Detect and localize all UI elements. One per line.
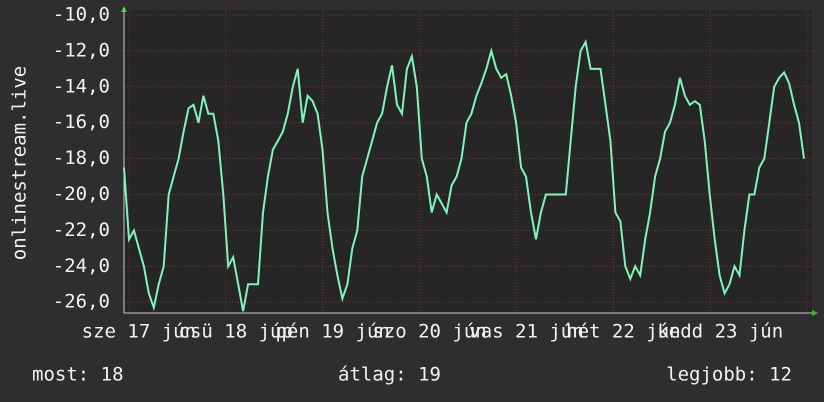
y-tick-label: -24,0 — [53, 255, 110, 277]
y-tick-label: -26,0 — [53, 291, 110, 313]
data-line — [123, 38, 805, 312]
y-tick-label: -12,0 — [53, 39, 110, 61]
x-tick-label: pén 19 jún — [275, 321, 389, 343]
y-axis-label: onlinestream.live — [9, 66, 31, 260]
x-tick-label: hét 22 jún — [566, 321, 680, 343]
plot-area — [124, 10, 812, 313]
y-tick-label: -16,0 — [53, 111, 110, 133]
y-tick-label: -14,0 — [53, 75, 110, 97]
y-tick-label: -22,0 — [53, 219, 110, 241]
y-tick-label: -18,0 — [53, 147, 110, 169]
x-tick-label: szo 20 jún — [372, 321, 486, 343]
x-tick-label: sze 17 jún — [82, 321, 196, 343]
x-tick-label: kedd 23 jún — [657, 321, 783, 343]
footer-average: átlag: 19 — [338, 364, 441, 386]
y-tick-label: -10,0 — [53, 4, 110, 26]
x-tick-label: csü 18 júp — [179, 321, 293, 343]
x-tick-label: vas 21 jún — [469, 321, 583, 343]
footer-current: most: 18 — [32, 364, 124, 386]
footer-best: legjobb: 12 — [666, 364, 792, 386]
axis-arrow — [812, 310, 818, 316]
y-tick-label: -20,0 — [53, 183, 110, 205]
